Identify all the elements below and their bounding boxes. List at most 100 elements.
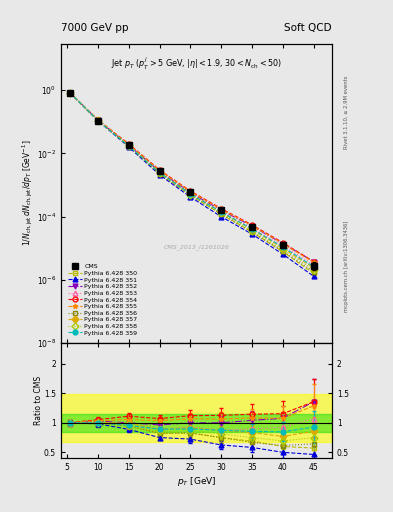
Bar <box>61 414 332 432</box>
Pythia 6.428 350 <box>188 192 193 198</box>
Pythia 6.428 352 <box>126 142 131 148</box>
Pythia 6.428 352 <box>219 207 224 213</box>
Pythia 6.428 356 <box>126 143 131 149</box>
Pythia 6.428 359 <box>250 226 254 232</box>
Pythia 6.428 359 <box>281 244 285 250</box>
Pythia 6.428 359 <box>68 90 73 96</box>
Line: Pythia 6.428 357: Pythia 6.428 357 <box>68 91 316 270</box>
Line: Pythia 6.428 355: Pythia 6.428 355 <box>68 91 316 265</box>
Line: Pythia 6.428 353: Pythia 6.428 353 <box>68 91 316 267</box>
Pythia 6.428 353 <box>250 225 254 231</box>
Pythia 6.428 358 <box>250 227 254 233</box>
Pythia 6.428 350 <box>68 90 73 96</box>
Pythia 6.428 357 <box>68 90 73 96</box>
Y-axis label: Ratio to CMS: Ratio to CMS <box>33 376 42 425</box>
Pythia 6.428 356 <box>219 211 224 217</box>
Pythia 6.428 354 <box>281 240 285 246</box>
Pythia 6.428 351 <box>126 144 131 150</box>
Pythia 6.428 354 <box>126 141 131 147</box>
Pythia 6.428 353 <box>281 243 285 249</box>
Pythia 6.428 352 <box>311 259 316 265</box>
Pythia 6.428 354 <box>68 90 73 96</box>
Text: Soft QCD: Soft QCD <box>285 23 332 33</box>
Text: Jet $p_T$ ($p^j_T$$>$5 GeV, $|\eta|$$<$1.9, 30$<$$N_\mathrm{ch}$$<$50): Jet $p_T$ ($p^j_T$$>$5 GeV, $|\eta|$$<$1… <box>111 55 282 72</box>
Pythia 6.428 358 <box>95 117 100 123</box>
Pythia 6.428 359 <box>126 143 131 149</box>
Pythia 6.428 355 <box>219 206 224 212</box>
Pythia 6.428 350 <box>219 211 224 217</box>
Line: Pythia 6.428 354: Pythia 6.428 354 <box>68 91 316 264</box>
Pythia 6.428 351 <box>95 118 100 124</box>
Pythia 6.428 355 <box>250 223 254 229</box>
Pythia 6.428 352 <box>250 223 254 229</box>
Pythia 6.428 351 <box>188 194 193 200</box>
Line: Pythia 6.428 359: Pythia 6.428 359 <box>68 91 316 269</box>
Pythia 6.428 351 <box>281 251 285 257</box>
Pythia 6.428 352 <box>281 241 285 247</box>
Text: 7000 GeV pp: 7000 GeV pp <box>61 23 129 33</box>
Pythia 6.428 357 <box>250 226 254 232</box>
Pythia 6.428 350 <box>281 248 285 254</box>
Legend: CMS, Pythia 6.428 350, Pythia 6.428 351, Pythia 6.428 352, Pythia 6.428 353, Pyt: CMS, Pythia 6.428 350, Pythia 6.428 351,… <box>67 263 139 337</box>
Pythia 6.428 357 <box>219 209 224 215</box>
Pythia 6.428 353 <box>157 169 162 176</box>
Pythia 6.428 355 <box>95 117 100 123</box>
Pythia 6.428 357 <box>95 117 100 123</box>
Pythia 6.428 351 <box>311 273 316 280</box>
Pythia 6.428 359 <box>311 264 316 270</box>
Pythia 6.428 358 <box>68 90 73 96</box>
Bar <box>61 394 332 442</box>
Pythia 6.428 358 <box>188 191 193 198</box>
Pythia 6.428 350 <box>250 229 254 235</box>
Pythia 6.428 357 <box>126 142 131 148</box>
Pythia 6.428 355 <box>68 90 73 96</box>
Pythia 6.428 356 <box>188 192 193 198</box>
Pythia 6.428 359 <box>219 209 224 215</box>
Pythia 6.428 357 <box>311 265 316 271</box>
Pythia 6.428 351 <box>68 90 73 96</box>
Pythia 6.428 358 <box>219 210 224 216</box>
Pythia 6.428 355 <box>281 241 285 247</box>
Pythia 6.428 350 <box>311 270 316 276</box>
Pythia 6.428 355 <box>157 167 162 174</box>
Pythia 6.428 352 <box>95 117 100 123</box>
Pythia 6.428 351 <box>157 172 162 178</box>
Pythia 6.428 351 <box>250 231 254 237</box>
Pythia 6.428 356 <box>157 170 162 177</box>
Pythia 6.428 355 <box>311 259 316 265</box>
Pythia 6.428 354 <box>250 222 254 228</box>
Pythia 6.428 354 <box>95 117 100 123</box>
Pythia 6.428 356 <box>281 248 285 254</box>
Text: mcplots.cern.ch [arXiv:1306.3436]: mcplots.cern.ch [arXiv:1306.3436] <box>344 221 349 312</box>
Text: CMS_2013_I1261026: CMS_2013_I1261026 <box>163 244 230 250</box>
Pythia 6.428 350 <box>126 143 131 149</box>
Line: Pythia 6.428 350: Pythia 6.428 350 <box>68 91 316 276</box>
Pythia 6.428 356 <box>68 90 73 96</box>
Pythia 6.428 354 <box>219 205 224 211</box>
Pythia 6.428 353 <box>68 90 73 96</box>
Pythia 6.428 352 <box>157 168 162 175</box>
Pythia 6.428 353 <box>219 209 224 215</box>
Line: Pythia 6.428 351: Pythia 6.428 351 <box>68 91 316 279</box>
Text: Rivet 3.1.10, ≥ 2.9M events: Rivet 3.1.10, ≥ 2.9M events <box>344 76 349 150</box>
Pythia 6.428 359 <box>188 191 193 197</box>
Pythia 6.428 352 <box>68 90 73 96</box>
Pythia 6.428 357 <box>157 169 162 176</box>
Pythia 6.428 351 <box>219 214 224 220</box>
Y-axis label: $1/N_\mathrm{ch,jet}\,dN_\mathrm{ch,jet}/dp_T\;[\mathrm{GeV}^{-1}]$: $1/N_\mathrm{ch,jet}\,dN_\mathrm{ch,jet}… <box>21 140 35 246</box>
Pythia 6.428 353 <box>95 117 100 123</box>
Pythia 6.428 353 <box>126 143 131 149</box>
Pythia 6.428 359 <box>95 117 100 123</box>
Pythia 6.428 353 <box>311 262 316 268</box>
Pythia 6.428 352 <box>188 189 193 196</box>
Pythia 6.428 359 <box>157 169 162 176</box>
Pythia 6.428 357 <box>188 190 193 197</box>
Line: Pythia 6.428 356: Pythia 6.428 356 <box>68 91 316 274</box>
Pythia 6.428 354 <box>157 167 162 173</box>
Line: Pythia 6.428 358: Pythia 6.428 358 <box>68 91 316 272</box>
Pythia 6.428 350 <box>157 170 162 177</box>
Pythia 6.428 353 <box>188 190 193 197</box>
Pythia 6.428 356 <box>95 118 100 124</box>
Line: Pythia 6.428 352: Pythia 6.428 352 <box>68 91 316 264</box>
Pythia 6.428 354 <box>311 259 316 265</box>
